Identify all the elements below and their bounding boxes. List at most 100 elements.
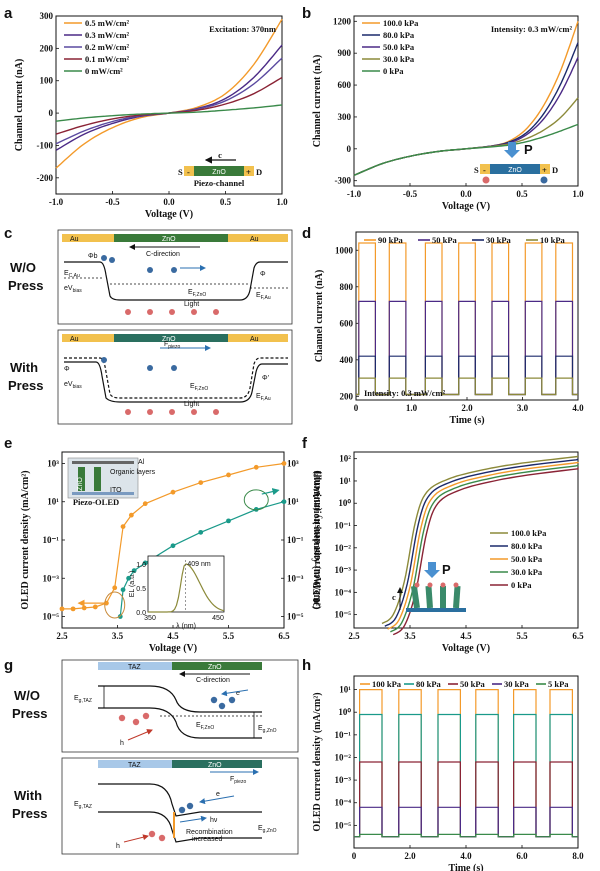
ef-au-label-top: EF,Au <box>256 292 271 301</box>
y-axis-label: OLED current density (mA/cm²) <box>312 470 323 609</box>
cb-profile-top <box>98 685 262 713</box>
series-point-e-0 <box>281 461 287 466</box>
phi-prime-label: Φ' <box>262 375 269 382</box>
el-xlabel: λ (nm) <box>176 623 196 630</box>
inset-plus-b: + <box>542 165 547 175</box>
y-axis-label: OLED current density (mA/cm²) <box>312 692 323 831</box>
electron-6 <box>147 365 153 371</box>
x-tick-label: 2.0 <box>404 851 416 861</box>
legend-label-d-2: 30 kPa <box>486 235 512 245</box>
inset-nanorod-f <box>425 585 433 609</box>
y-tick-label: 10⁻² <box>335 543 352 553</box>
hole-g-2 <box>132 718 140 726</box>
legend-label-f-0: 100.0 kPa <box>511 528 547 538</box>
series-point-e-1 <box>281 499 287 505</box>
diagram-c: Au ZnO Au C-direction EF,ZnO EF,Au EC,Au… <box>8 229 293 425</box>
y-tick-label: 10² <box>339 454 351 464</box>
el-peak-label: 409 nm <box>187 561 211 568</box>
series-point-e-0 <box>226 472 231 478</box>
y2-tick-label: 10⁻¹ <box>287 535 304 545</box>
series-point-e-0 <box>70 606 76 612</box>
series-point-e-0 <box>170 489 176 495</box>
y-axis-label: Channel current (nA) <box>312 55 323 148</box>
electron-2 <box>109 257 115 263</box>
chart-b: -1.0 -0.5 0.0 0.5 1.0 -300 0 300 600 900 1200 Volta… <box>312 15 584 212</box>
series-point-e-0 <box>128 512 134 518</box>
chart-f: 2.5 3.5 4.5 5.5 6.5 10⁻⁵ 10⁻⁴ 10⁻³ 10⁻² 10⁻¹ 10⁰ 10… <box>312 451 584 654</box>
series-point-e-1 <box>131 568 137 574</box>
eg-zno-label-bottom: Eg,ZnO <box>258 825 277 834</box>
highlight-ellipse-green <box>243 489 269 511</box>
inset-zno-bar-b <box>490 164 540 174</box>
x-tick-label: 1.0 <box>406 403 418 413</box>
electron-g-3 <box>228 696 236 704</box>
x-tick-label: 5.5 <box>516 631 528 641</box>
band-profile-bottom-old <box>64 357 288 399</box>
series-point-e-0 <box>112 585 118 591</box>
y-tick-label: -200 <box>37 173 54 183</box>
hole-g-3 <box>142 712 150 720</box>
wo-press-label-g-1: W/O <box>14 688 40 703</box>
pressure-arrow-icon-f <box>424 562 440 578</box>
series-point-e-0 <box>92 604 98 610</box>
y-tick-label: 400 <box>340 355 354 365</box>
x-tick-label: 2.5 <box>348 631 360 641</box>
x-axis-label: Voltage (V) <box>145 209 193 220</box>
series-point-e-1 <box>226 518 231 524</box>
y-tick-label: 0 <box>49 108 54 118</box>
y-tick-label: 600 <box>338 80 352 90</box>
highlight-ellipse-orange <box>104 591 126 619</box>
el-spectrum-line <box>148 563 225 613</box>
series-point-e-0 <box>198 480 204 486</box>
x-tick-label: 0 <box>354 403 359 413</box>
y-tick-label: 900 <box>338 48 352 58</box>
series-point-e-1 <box>198 529 204 535</box>
with-press-label-g-1: With <box>14 788 42 803</box>
x-tick-label: 6.5 <box>278 631 290 641</box>
series-point-e-1 <box>170 543 176 549</box>
y-tick-label: 10⁰ <box>338 707 351 717</box>
inset-electrode-left <box>184 166 194 176</box>
hole-7 <box>147 409 153 415</box>
electron-label-top: e <box>236 690 240 697</box>
legend-label-2: 0.2 mW/cm² <box>85 42 130 52</box>
x-tick-label: 6.5 <box>572 631 584 641</box>
au-bar-right <box>228 234 288 242</box>
panel-label-b: b <box>302 5 311 22</box>
el-xtick-1: 350 <box>144 615 156 622</box>
wo-press-label-c-2: Press <box>8 278 43 293</box>
panel-label-e: e <box>4 435 12 452</box>
x-tick-label: -1.0 <box>49 197 64 207</box>
hole-2 <box>147 309 153 315</box>
y-tick-label: 200 <box>340 391 354 401</box>
x-axis-label: Time (s) <box>448 863 483 871</box>
series-point-e-1 <box>142 560 148 566</box>
inset-charge-f <box>440 582 446 588</box>
legend-label-4: 0 mW/cm² <box>85 66 123 76</box>
inset-d-label: D <box>256 167 262 177</box>
legend-label-4: 0 kPa <box>383 66 404 76</box>
el-ytick: 0.0 <box>136 610 146 617</box>
legend-label-3: 0.1 mW/cm² <box>85 54 130 64</box>
taz-bar-2 <box>98 760 172 768</box>
panel-label-g: g <box>4 657 13 674</box>
with-press-label-c-1: With <box>10 360 38 375</box>
y-tick-label: 200 <box>40 43 54 53</box>
ef-zno-label-g-top: EF,ZnO <box>196 722 214 731</box>
y-tick-label: 300 <box>40 11 54 21</box>
wo-press-label-g-2: Press <box>12 706 47 721</box>
x-tick-label: 5.5 <box>223 631 235 641</box>
inset-plus: + <box>246 167 251 177</box>
y-tick-label: 10¹ <box>339 476 351 486</box>
electron-g-5 <box>186 802 194 810</box>
ef-au-label-bottom: EF,Au <box>256 393 271 402</box>
x-axis-label: Voltage (V) <box>442 643 490 654</box>
x-tick-label: 3.5 <box>404 631 416 641</box>
series-line-4 <box>55 104 283 122</box>
zno-bar-2 <box>114 334 228 342</box>
y-tick-label: 10³ <box>47 458 59 468</box>
with-press-label-g-2: Press <box>12 806 47 821</box>
series-line-4 <box>353 123 579 177</box>
x-tick-label: 0 <box>352 851 357 861</box>
inset-nanorod-f <box>410 585 420 609</box>
